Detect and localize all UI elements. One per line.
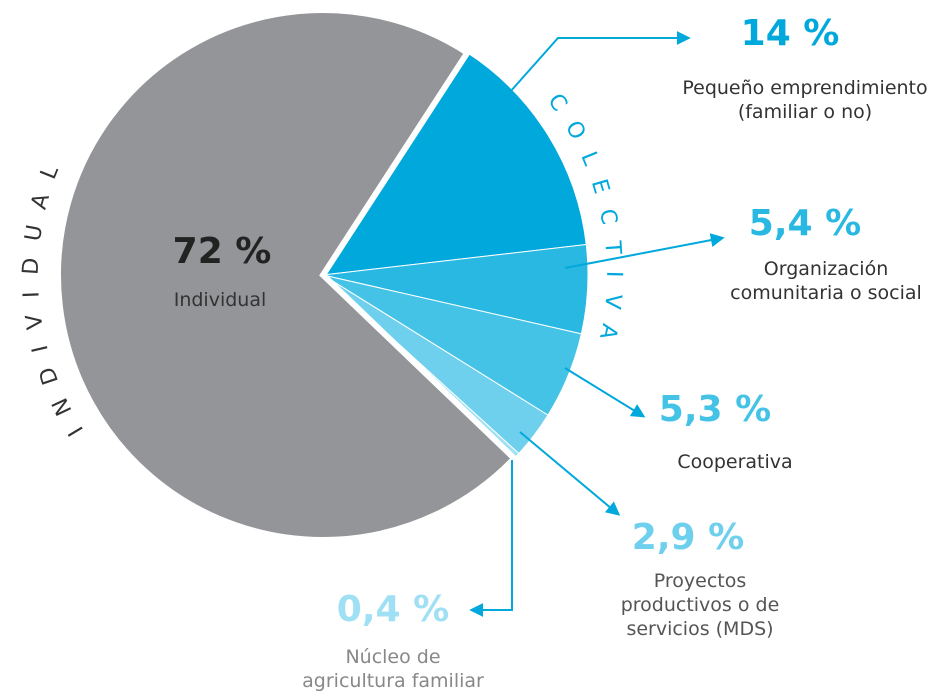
- callout-arrow: [564, 367, 646, 418]
- value-label: 5,3 %: [658, 389, 772, 430]
- callout-arrow: [509, 31, 691, 93]
- callout-arrow: [564, 233, 725, 269]
- value-label: 0,4 %: [336, 589, 450, 630]
- callout-arrow: [469, 460, 513, 617]
- category-label: Pequeño emprendimiento (familiar o no): [682, 77, 928, 123]
- value-label: 2,9 %: [631, 517, 745, 558]
- category-label: Proyectos productivos o de servicios (MD…: [620, 570, 780, 640]
- category-label: Cooperativa: [677, 451, 793, 473]
- value-label: 14 %: [740, 13, 840, 54]
- value-label: 72 %: [172, 231, 272, 272]
- category-label: Núcleo de agricultura familiar: [302, 646, 484, 692]
- category-label: Individual: [173, 289, 267, 311]
- value-label: 5,4 %: [748, 203, 862, 244]
- category-label: Organización comunitaria o social: [730, 258, 922, 304]
- pie-slice: [55, 7, 519, 543]
- callout-arrow: [519, 431, 621, 516]
- pie-slice: [322, 52, 587, 276]
